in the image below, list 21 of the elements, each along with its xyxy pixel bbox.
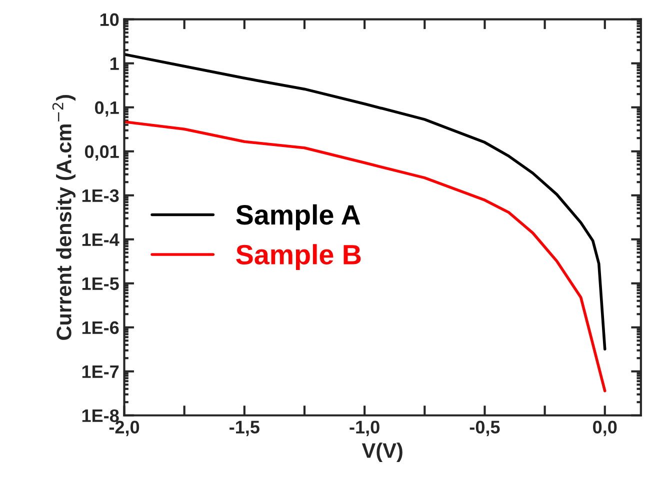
y-tick-label: 1E-4 <box>82 233 120 246</box>
y-tick-label: 1E-6 <box>82 321 119 334</box>
y-tick-label: 1E-5 <box>82 277 119 290</box>
x-tick-label: -1,5 <box>230 420 260 436</box>
y-tick-label: 1E-8 <box>82 409 119 422</box>
y-tick-label: 1E-3 <box>82 189 119 202</box>
legend-label: Sample B <box>236 244 361 270</box>
y-tick-label: 0,1 <box>95 101 119 117</box>
y-tick-label: 10 <box>100 13 119 26</box>
y-tick-label: 1E-7 <box>82 365 119 378</box>
line-series <box>124 52 606 351</box>
x-tick-label: -0,5 <box>470 420 500 436</box>
x-tick-label: -1,0 <box>350 420 380 436</box>
legend-label: Sample A <box>236 204 360 230</box>
x-tick-label: -2,0 <box>109 420 140 436</box>
y-axis-title: Current density (A.cm$^{−2}$) <box>52 94 76 340</box>
x-axis-title: V(V) <box>362 442 402 462</box>
x-tick-label: 0,0 <box>593 420 617 436</box>
line-series <box>124 120 606 392</box>
y-tick-label: 1 <box>110 57 119 70</box>
y-tick-label: 0,01 <box>84 145 119 161</box>
